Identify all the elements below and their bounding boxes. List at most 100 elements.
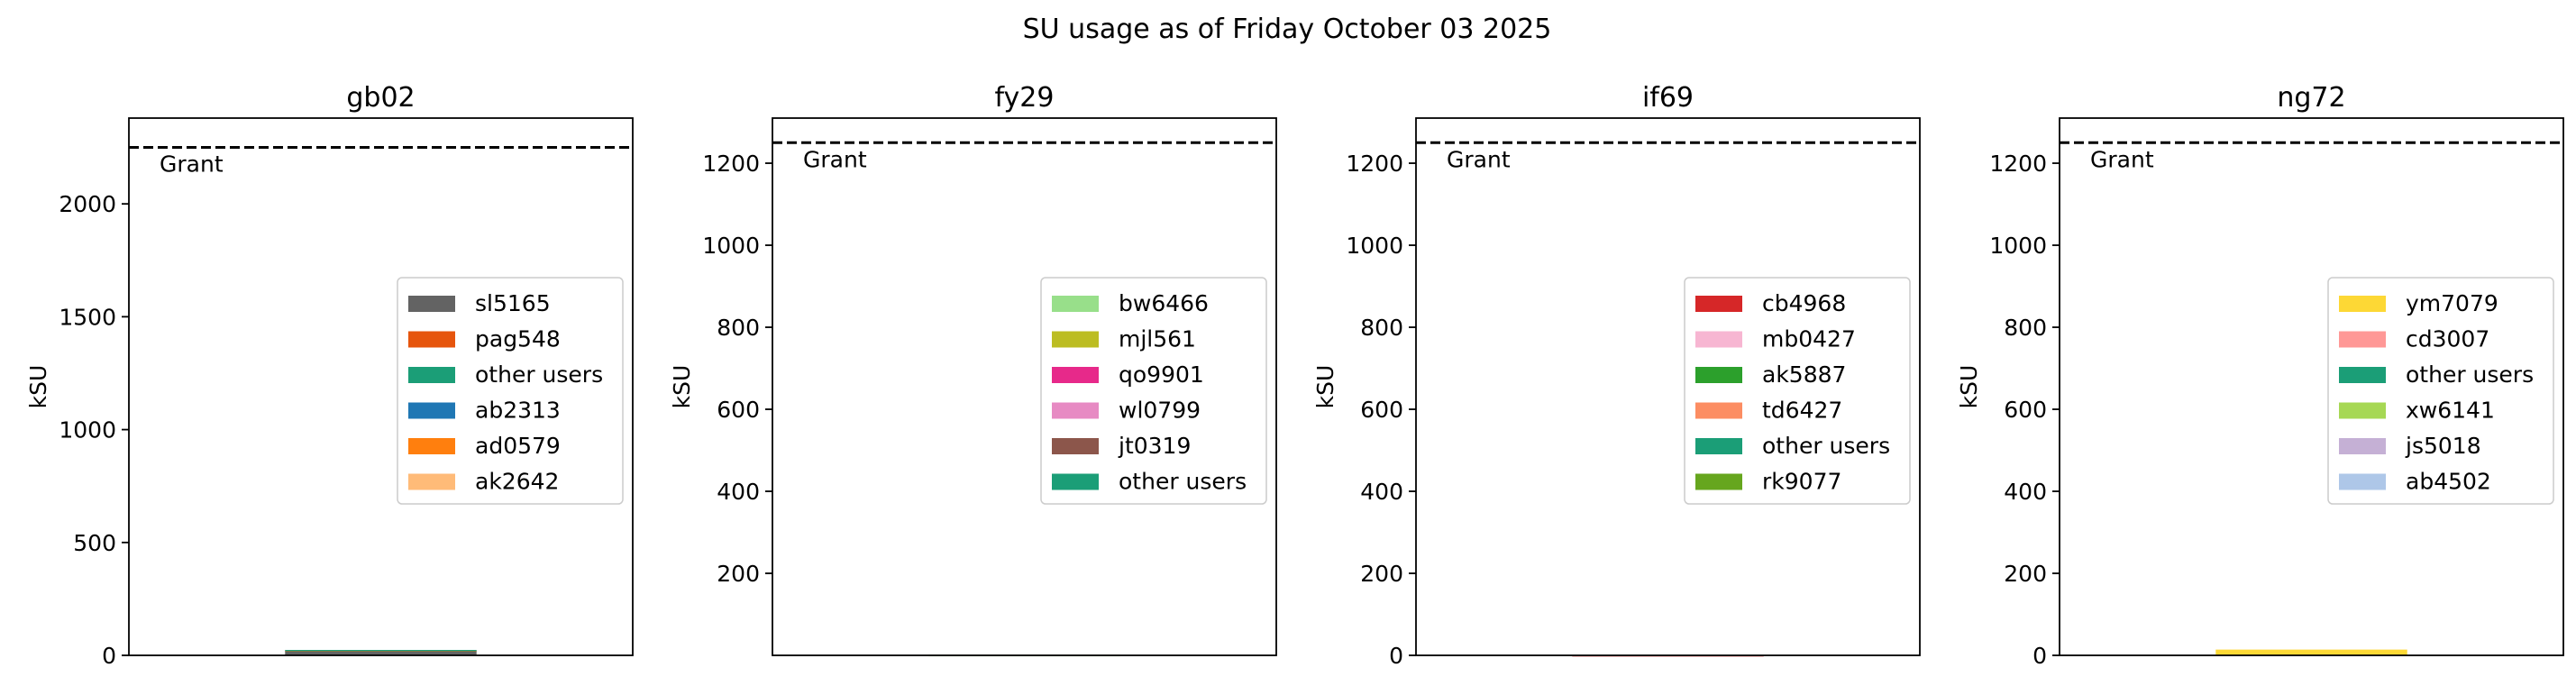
legend-item-jt0319: jt0319 [1052,433,1191,459]
legend-label: sl5165 [475,290,551,316]
y-tick-label: 400 [717,479,760,505]
legend-item-other-users: other users [2339,361,2534,388]
legend-item-other-users: other users [1052,469,1247,495]
legend-item-js5018: js5018 [2339,433,2481,459]
legend-label: other users [475,361,603,388]
legend-label: mb0427 [1762,326,1856,352]
legend-swatch [1695,331,1742,348]
y-axis-label: kSU [25,365,51,409]
legend-swatch [2339,331,2386,348]
y-tick-label: 2000 [59,191,116,217]
legend-swatch [408,296,455,312]
legend-item-mjl561: mjl561 [1052,326,1196,352]
legend: bw6466 mjl561 qo9901 wl0799 jt0319 other user… [1040,277,1267,505]
panel-ng72: ng72 Grant 0 200 400 600 800 1000 1200 kSU ym7079 c… [1956,82,2564,669]
legend-label: cb4968 [1762,290,1846,316]
legend: cb4968 mb0427 ak5887 td6427 other users rk907… [1684,277,1911,505]
panel-title: gb02 [346,82,415,114]
legend-item-other-users: other users [1695,433,1890,459]
axes-frame [2059,117,2564,656]
legend-swatch [2339,438,2386,454]
legend-item-ab4502: ab4502 [2339,469,2491,495]
legend-swatch [1052,296,1099,312]
legend-label: qo9901 [1119,361,1204,388]
legend-swatch [2339,402,2386,419]
legend-swatch [2339,296,2386,312]
y-tick-label: 200 [2004,561,2047,587]
panel-title: fy29 [995,82,1055,114]
y-axis-label: kSU [1312,365,1338,409]
bar-segment-sl5165 [285,651,477,655]
grant-label: Grant [803,146,867,172]
legend-swatch [2339,473,2386,490]
legend-swatch [1695,367,1742,383]
y-tick-label: 600 [2004,397,2047,423]
legend-item-other-users: other users [408,361,603,388]
y-tick-label: 1000 [59,417,116,444]
y-tick-label: 1500 [59,304,116,330]
axes-frame [128,117,634,656]
legend-label: jt0319 [1118,433,1191,459]
legend-swatch [408,438,455,454]
legend-swatch [408,331,455,348]
legend-swatch [408,402,455,419]
legend-label: wl0799 [1119,398,1201,424]
legend-item-pag548: pag548 [408,326,561,352]
y-tick-label: 200 [717,561,760,587]
y-tick-label: 200 [1360,561,1403,587]
legend-label: js5018 [2405,433,2481,459]
legend-item-ak2642: ak2642 [408,469,559,495]
legend-swatch [1052,402,1099,419]
legend-item-sl5165: sl5165 [408,290,551,316]
legend-label: other users [1119,469,1247,495]
legend-item-ab2313: ab2313 [408,398,561,424]
legend-label: ak2642 [475,469,559,495]
bar-segment-ym7079 [2215,649,2407,655]
legend-swatch [1052,438,1099,454]
legend-label: cd3007 [2406,326,2489,352]
y-tick-label: 1000 [1346,233,1403,259]
legend-label: bw6466 [1119,290,1209,316]
legend-swatch [1695,402,1742,419]
y-tick-label: 1000 [702,233,760,259]
panel-if69: if69 Grant 0 200 400 600 800 1000 1200 kSU cb4968 m… [1312,82,1921,669]
y-tick-label: 0 [2032,643,2047,669]
legend-swatch [408,473,455,490]
legend-label: other users [1762,433,1890,459]
legend-item-rk9077: rk9077 [1695,469,1841,495]
legend-swatch [1695,473,1742,490]
grant-label: Grant [160,151,224,178]
legend-swatch [408,367,455,383]
grant-label: Grant [2090,146,2154,172]
y-tick-label: 0 [102,643,116,669]
legend-item-ad0579: ad0579 [408,433,561,459]
legend-item-wl0799: wl0799 [1052,398,1201,424]
y-axis-label: kSU [669,365,695,409]
legend-item-qo9901: qo9901 [1052,361,1204,388]
y-tick-label: 800 [2004,315,2047,341]
legend-swatch [1052,331,1099,348]
legend-item-cd3007: cd3007 [2339,326,2489,352]
legend-item-ym7079: ym7079 [2339,290,2498,316]
bar-segment-other-users [285,649,477,652]
y-tick-label: 400 [2004,479,2047,505]
y-tick-label: 0 [1389,643,1403,669]
y-tick-label: 600 [1360,397,1403,423]
y-tick-label: 1200 [1989,151,2047,177]
panel-title: if69 [1642,82,1694,114]
legend-label: rk9077 [1762,469,1841,495]
y-tick-label: 1200 [702,151,760,177]
panel-gb02: gb02 Grant 0 500 1000 1500 2000 kSU sl5165 pag548… [25,82,634,669]
legend-item-mb0427: mb0427 [1695,326,1856,352]
legend-label: pag548 [475,326,561,352]
legend-swatch [1695,438,1742,454]
legend-item-ak5887: ak5887 [1695,361,1846,388]
y-tick-label: 500 [73,530,116,556]
legend-label: other users [2406,361,2534,388]
legend-label: ym7079 [2406,290,2498,316]
grant-label: Grant [1447,146,1511,172]
legend-label: ak5887 [1762,361,1846,388]
legend-swatch [1052,367,1099,383]
figure-title: SU usage as of Friday October 03 2025 [1023,14,1552,45]
